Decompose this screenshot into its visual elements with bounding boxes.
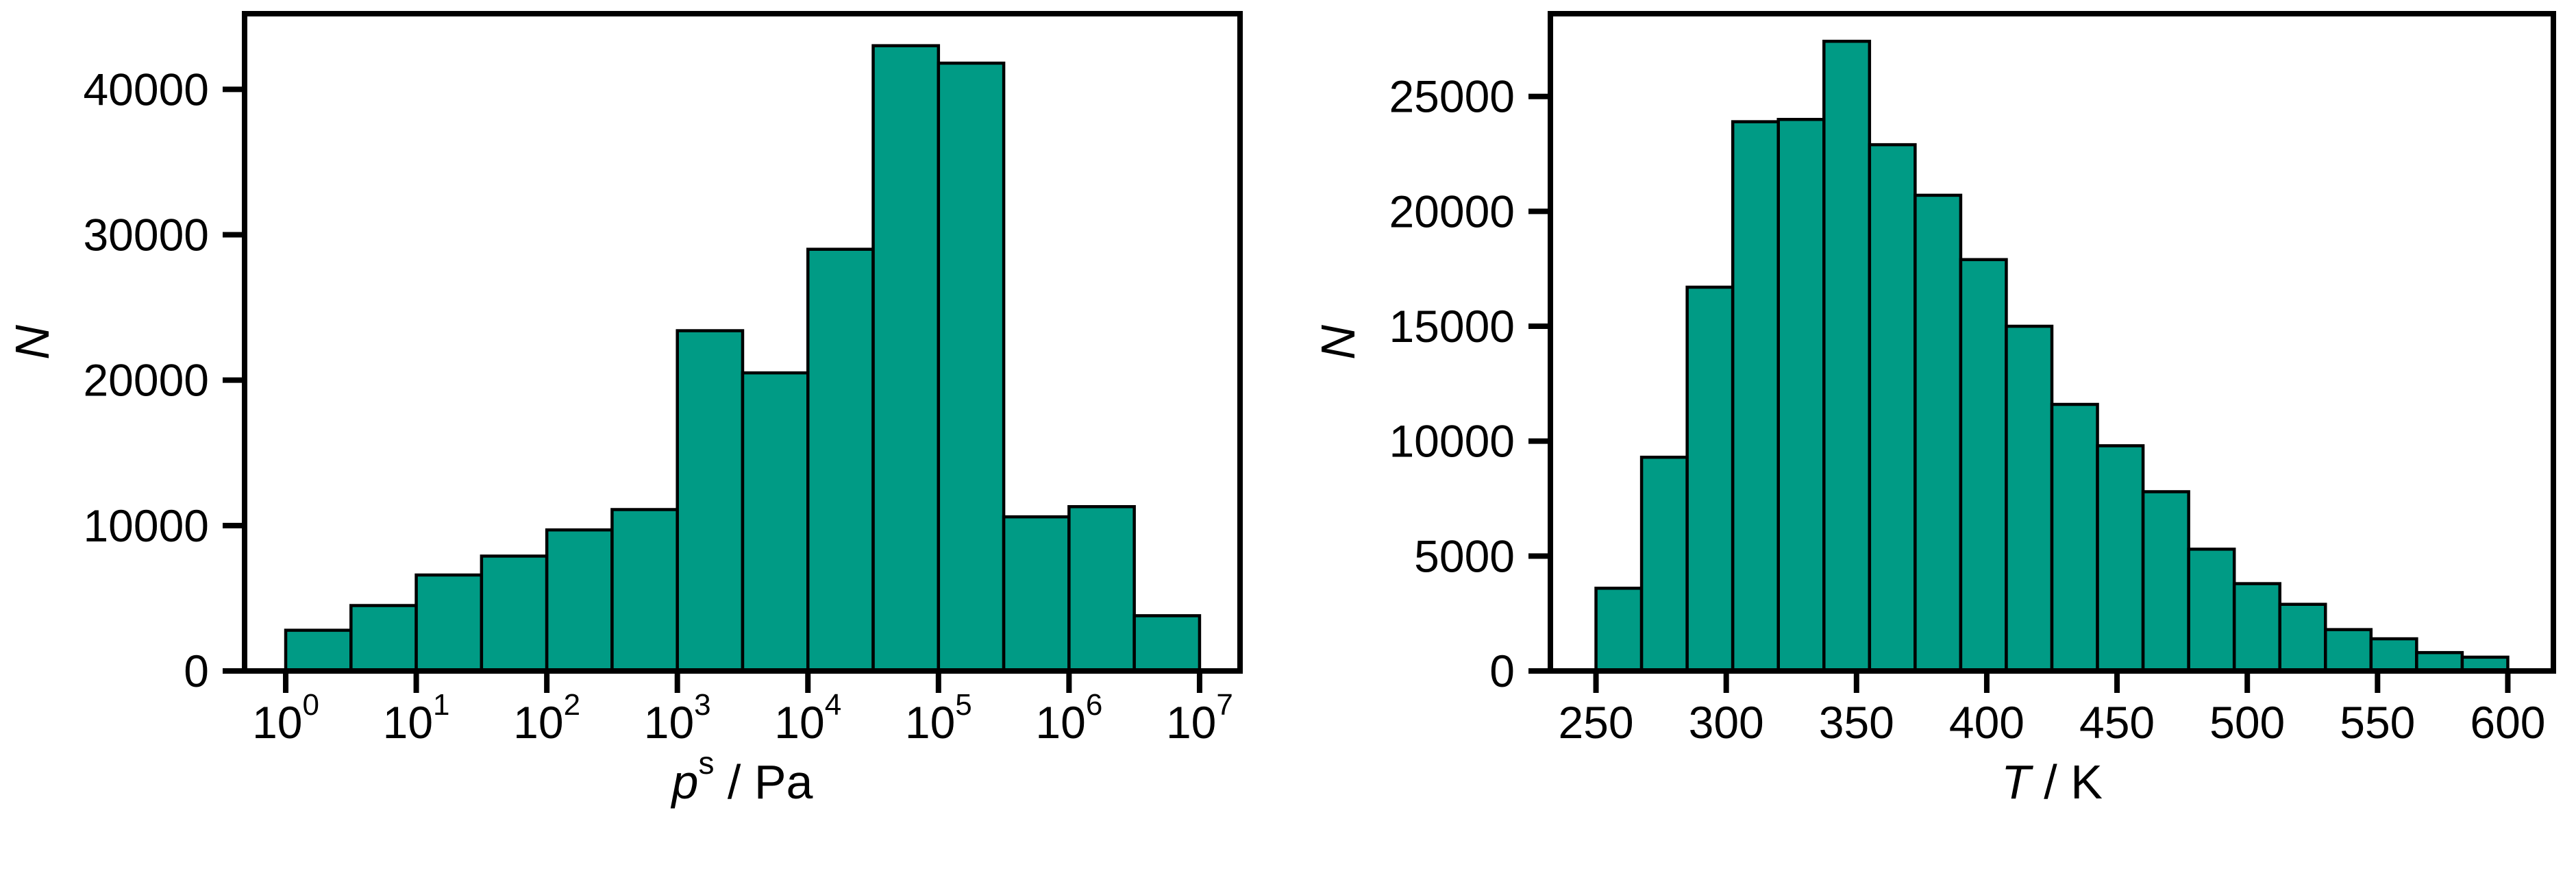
histogram-bar	[1868, 143, 1917, 673]
y-tick-label: 0	[184, 646, 209, 696]
y-tick-label: 20000	[1389, 186, 1515, 236]
histogram-bar	[349, 604, 418, 673]
histogram-bar	[741, 371, 810, 673]
histogram-bar	[1822, 39, 1872, 673]
pressure-histogram: 100 101 102 103 104 105 106 107 0 10000 20000 30000…	[5, 11, 1243, 809]
x-tick-label: 400	[1949, 697, 2024, 748]
histogram-bar	[871, 44, 941, 673]
y-tick-label: 30000	[83, 209, 209, 260]
x-tick-label: 106	[1035, 688, 1102, 748]
axes-frame	[242, 11, 1243, 674]
x-tick-label: 103	[644, 688, 711, 748]
x-tick-label: 100	[252, 688, 319, 748]
histogram-bar	[1067, 505, 1136, 673]
x-tick-label: 250	[1558, 697, 1633, 748]
y-tick-label: 0	[1489, 646, 1515, 696]
y-tick-label: 25000	[1389, 71, 1515, 122]
y-tick-label: 10000	[1389, 416, 1515, 467]
histogram-bar	[610, 508, 679, 673]
y-axis-label: N	[1311, 325, 1365, 360]
histogram-bar	[1914, 193, 1963, 673]
histogram-bar	[1959, 258, 2008, 673]
x-axis-label: ps / Pa	[671, 745, 813, 809]
histogram-bar	[2050, 402, 2099, 673]
histogram-bar	[676, 329, 745, 673]
y-axis-label: N	[5, 325, 59, 360]
histogram-bar	[414, 573, 484, 673]
x-tick-label: 300	[1689, 697, 1764, 748]
histogram-bar	[2278, 602, 2327, 673]
histogram-bar	[2005, 324, 2054, 673]
histogram-bar	[284, 628, 353, 673]
histogram-bar	[1685, 285, 1735, 673]
x-tick-label: 350	[1819, 697, 1894, 748]
histogram-bar	[1776, 117, 1826, 673]
x-tick-label: 101	[383, 688, 450, 748]
histogram-bar	[1639, 455, 1689, 673]
x-tick-label: 500	[2209, 697, 2285, 748]
x-axis-label: T / K	[2001, 755, 2103, 809]
histogram-bar	[545, 528, 614, 673]
histogram-bar	[2141, 490, 2190, 673]
y-tick-label: 40000	[83, 64, 209, 114]
histogram-bar	[1594, 587, 1644, 673]
histogram-bar	[2415, 650, 2464, 673]
histogram-bar	[2324, 628, 2373, 673]
x-tick-label: 107	[1166, 688, 1233, 748]
y-tick-label: 10000	[83, 500, 209, 551]
y-tick-label: 20000	[83, 355, 209, 406]
x-tick-label: 104	[774, 688, 841, 748]
histogram-bar	[937, 61, 1006, 673]
histogram-bar	[1132, 614, 1202, 673]
y-tick-label: 15000	[1389, 301, 1515, 352]
x-tick-label: 450	[2079, 697, 2155, 748]
axes-frame	[1548, 11, 2556, 674]
histogram-bar	[806, 247, 875, 673]
histogram-bar	[1731, 120, 1780, 673]
temperature-histogram: 250 300 350 400 450 500 550 600 0 5000 10000 15000 2…	[1311, 11, 2556, 809]
x-tick-label: 102	[513, 688, 580, 748]
x-tick-label: 105	[905, 688, 972, 748]
y-tick-label: 5000	[1414, 530, 1515, 581]
histogram-bar	[2369, 637, 2418, 673]
histogram-bar	[480, 554, 549, 673]
histogram-bar	[2187, 548, 2236, 673]
histogram-bar	[1002, 515, 1071, 673]
x-tick-label: 550	[2340, 697, 2415, 748]
x-tick-label: 600	[2470, 697, 2545, 748]
histogram-bar	[2096, 444, 2145, 673]
histogram-bar	[2232, 582, 2281, 673]
